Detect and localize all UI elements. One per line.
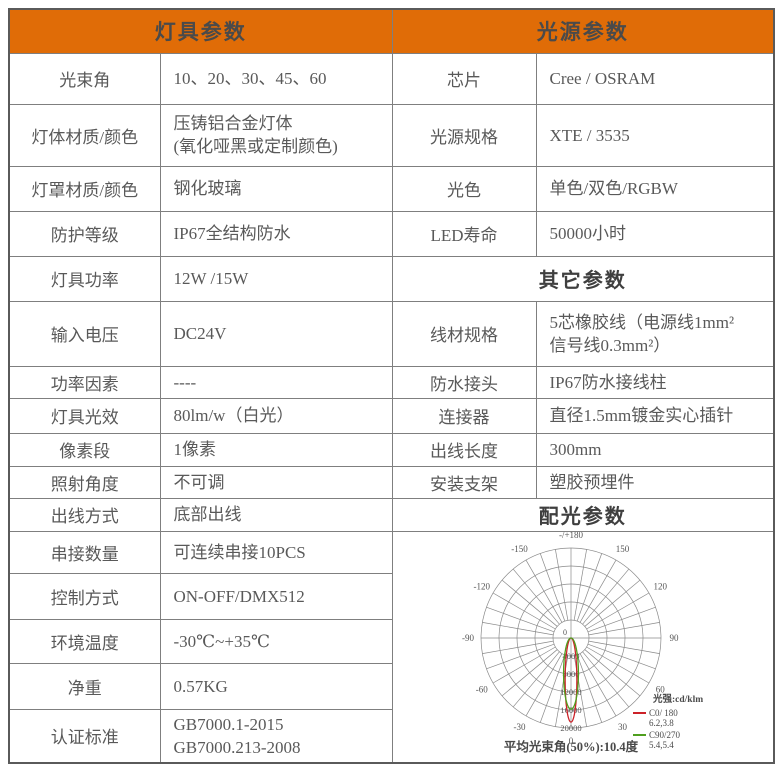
svg-text:20000: 20000 <box>560 723 581 733</box>
svg-text:C90/270: C90/270 <box>649 730 681 740</box>
table-row: 灯具光效 80lm/w（白光） 连接器 直径1.5mm镀金实心插针 <box>8 397 775 434</box>
table-row: 控制方式 ON-OFF/DMX512 <box>8 573 774 621</box>
svg-text:16000: 16000 <box>560 705 581 715</box>
svg-text:0: 0 <box>568 736 573 746</box>
param-label: 连接器 <box>391 397 537 434</box>
param-value: 5芯橡胶线（电源线1mm² 信号线0.3mm²） <box>535 300 775 367</box>
param-label: 防护等级 <box>8 210 161 257</box>
table-row: 出线方式 底部出线 配光参数 <box>8 497 775 532</box>
param-label: 照射角度 <box>8 465 161 499</box>
param-label: 控制方式 <box>8 573 161 621</box>
table-row: 灯罩材质/颜色 钢化玻璃 光色 单色/双色/RGBW <box>8 165 775 212</box>
param-value: 12W /15W <box>159 255 393 302</box>
svg-text:-/+180: -/+180 <box>558 532 583 540</box>
param-value: 钢化玻璃 <box>159 165 393 212</box>
table-row: 环境温度 -30℃~+35℃ <box>8 619 774 665</box>
param-label: 串接数量 <box>8 530 161 575</box>
svg-text:30: 30 <box>618 722 628 732</box>
svg-text:-30: -30 <box>513 722 525 732</box>
param-label: 输入电压 <box>8 300 161 367</box>
table-row: 防护等级 IP67全结构防水 LED寿命 50000小时 <box>8 210 775 257</box>
param-label: 出线长度 <box>391 432 537 467</box>
param-label: 环境温度 <box>8 619 161 665</box>
param-label: 芯片 <box>391 52 537 105</box>
param-value: ---- <box>159 365 393 399</box>
param-value: 1像素 <box>159 432 393 467</box>
param-label: 光束角 <box>8 52 161 105</box>
svg-text:-60: -60 <box>475 684 487 694</box>
param-value: 压铸铝合金灯体 (氧化哑黑或定制颜色) <box>159 103 393 167</box>
param-value: GB7000.1-2015 GB7000.213-2008 <box>159 708 393 764</box>
table-row: 净重 0.57KG <box>8 663 774 710</box>
table-row: 像素段 1像素 出线长度 300mm <box>8 432 775 467</box>
spec-table: 灯具参数 光源参数 光束角 10、20、30、45、60 芯片 Cree / O… <box>8 8 775 764</box>
section-header-other: 其它参数 <box>391 255 775 302</box>
svg-text:6.2,3.8: 6.2,3.8 <box>649 718 674 728</box>
param-value: Cree / OSRAM <box>535 52 775 105</box>
param-label: 出线方式 <box>8 497 161 532</box>
param-label: 灯罩材质/颜色 <box>8 165 161 212</box>
param-value: 塑胶预埋件 <box>535 465 775 499</box>
svg-text:-120: -120 <box>473 581 490 591</box>
svg-text:8000: 8000 <box>562 669 579 679</box>
photometric-chart-cell: -/+180 150 120 90 60 30 0 -30 -60 -90 -120 -150 4000… <box>391 530 775 763</box>
svg-text:光强:cd/klm: 光强:cd/klm <box>652 693 703 705</box>
param-value: 底部出线 <box>159 497 393 532</box>
param-label: 防水接头 <box>391 365 537 399</box>
table-row: 光束角 10、20、30、45、60 芯片 Cree / OSRAM <box>8 52 775 105</box>
section-header-distribution: 配光参数 <box>391 497 775 532</box>
svg-text:0: 0 <box>563 628 567 637</box>
svg-text:150: 150 <box>615 543 629 553</box>
svg-text:4000: 4000 <box>562 651 579 661</box>
param-label: 像素段 <box>8 432 161 467</box>
param-label: 认证标准 <box>8 708 161 764</box>
svg-text:C0/ 180: C0/ 180 <box>649 708 678 718</box>
photometric-polar-chart: -/+180 150 120 90 60 30 0 -30 -60 -90 -120 -150 4000… <box>462 532 703 754</box>
param-value: 单色/双色/RGBW <box>535 165 775 212</box>
table-row: 灯具功率 12W /15W 其它参数 <box>8 255 775 302</box>
svg-text:120: 120 <box>653 581 667 591</box>
param-value: ON-OFF/DMX512 <box>159 573 393 621</box>
svg-text:5.4,5.4: 5.4,5.4 <box>649 740 674 750</box>
table-header-luminaire: 灯具参数 <box>8 8 393 54</box>
table-row: 输入电压 DC24V 线材规格 5芯橡胶线（电源线1mm² 信号线0.3mm²） <box>8 300 775 367</box>
svg-text:12000: 12000 <box>560 687 581 697</box>
param-label: 线材规格 <box>391 300 537 367</box>
param-value: 300mm <box>535 432 775 467</box>
param-label: LED寿命 <box>391 210 537 257</box>
param-value: IP67防水接线柱 <box>535 365 775 399</box>
param-label: 光源规格 <box>391 103 537 167</box>
svg-text:-150: -150 <box>511 543 528 553</box>
param-value: 50000小时 <box>535 210 775 257</box>
param-label: 灯具光效 <box>8 397 161 434</box>
table-row: 功率因素 ---- 防水接头 IP67防水接线柱 <box>8 365 775 399</box>
svg-text:60: 60 <box>655 684 665 694</box>
param-value: 不可调 <box>159 465 393 499</box>
table-row: 认证标准 GB7000.1-2015 GB7000.213-2008 <box>8 708 774 764</box>
table-row: 串接数量 可连续串接10PCS -/+180 150 120 90 60 30 0 -30 -6… <box>8 530 775 763</box>
param-value: -30℃~+35℃ <box>159 619 393 665</box>
param-value: XTE / 3535 <box>535 103 775 167</box>
param-label: 光色 <box>391 165 537 212</box>
svg-text:-90: -90 <box>462 633 474 643</box>
param-value: 直径1.5mm镀金实心插针 <box>535 397 775 434</box>
param-label: 灯具功率 <box>8 255 161 302</box>
param-value: IP67全结构防水 <box>159 210 393 257</box>
svg-text:平均光束角(50%):10.4度: 平均光束角(50%):10.4度 <box>503 739 638 754</box>
table-row: 灯体材质/颜色 压铸铝合金灯体 (氧化哑黑或定制颜色) 光源规格 XTE / 3… <box>8 103 775 167</box>
param-value: 可连续串接10PCS <box>159 530 393 575</box>
param-label: 功率因素 <box>8 365 161 399</box>
param-label: 净重 <box>8 663 161 710</box>
svg-text:90: 90 <box>669 633 679 643</box>
param-label: 安装支架 <box>391 465 537 499</box>
table-row: 照射角度 不可调 安装支架 塑胶预埋件 <box>8 465 775 499</box>
table-header-lightsource: 光源参数 <box>391 8 775 54</box>
param-value: DC24V <box>159 300 393 367</box>
param-value: 80lm/w（白光） <box>159 397 393 434</box>
param-value: 0.57KG <box>159 663 393 710</box>
param-value: 10、20、30、45、60 <box>159 52 393 105</box>
param-label: 灯体材质/颜色 <box>8 103 161 167</box>
